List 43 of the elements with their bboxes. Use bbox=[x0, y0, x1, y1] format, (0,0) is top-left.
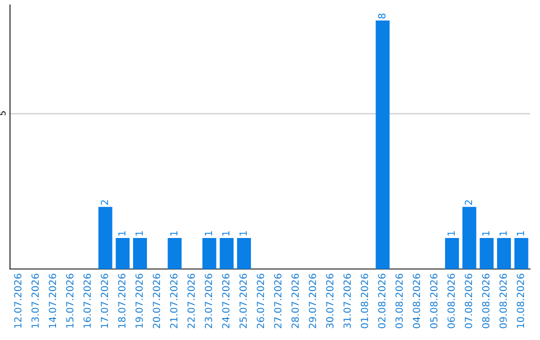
data-label: 8 bbox=[378, 14, 386, 18]
x-tick-label: 07.08.2026 bbox=[464, 274, 472, 328]
x-tick-label: 16.07.2026 bbox=[83, 274, 91, 328]
x-tick-label: 14.07.2026 bbox=[48, 274, 56, 328]
x-tick-label: 15.07.2026 bbox=[66, 274, 74, 328]
x-tick-label: 21.07.2026 bbox=[170, 274, 178, 328]
x-tick-label: 03.08.2026 bbox=[395, 274, 403, 328]
data-label: 1 bbox=[118, 231, 126, 236]
x-tick-label: 02.08.2026 bbox=[378, 274, 386, 328]
x-tick-label: 24.07.2026 bbox=[222, 274, 230, 328]
x-tick-label: 25.07.2026 bbox=[239, 274, 247, 328]
data-label: 2 bbox=[100, 200, 108, 205]
x-tick-label: 20.07.2026 bbox=[152, 274, 160, 328]
x-tick-label: 13.07.2026 bbox=[31, 274, 39, 328]
data-label: 1 bbox=[516, 231, 524, 236]
data-label: 2 bbox=[464, 200, 472, 205]
x-tick-label: 27.07.2026 bbox=[274, 274, 282, 328]
x-tick-label: 17.07.2026 bbox=[100, 274, 108, 328]
x-tick-label: 10.08.2026 bbox=[516, 274, 524, 328]
x-tick-label: 08.08.2026 bbox=[482, 274, 490, 328]
x-tick-label: 12.07.2026 bbox=[14, 274, 22, 328]
data-label: 1 bbox=[240, 231, 247, 236]
data-label: 1 bbox=[170, 231, 178, 236]
data-label: 1 bbox=[136, 231, 143, 236]
x-tick-label: 23.07.2026 bbox=[204, 274, 212, 328]
x-tick-label: 19.07.2026 bbox=[135, 274, 143, 328]
x-tick-label: 09.08.2026 bbox=[499, 274, 507, 328]
x-tick-label: 05.08.2026 bbox=[430, 274, 438, 328]
x-tick-label: 30.07.2026 bbox=[326, 274, 334, 328]
x-tick-label: 04.08.2026 bbox=[412, 274, 420, 328]
data-label: 1 bbox=[482, 231, 490, 236]
x-tick-label: 31.07.2026 bbox=[343, 274, 351, 328]
x-tick-label: 01.08.2026 bbox=[360, 274, 368, 328]
x-tick-label: 22.07.2026 bbox=[187, 274, 195, 328]
x-tick-label: 28.07.2026 bbox=[291, 274, 299, 328]
data-label: 1 bbox=[222, 231, 230, 236]
x-tick-label: 06.08.2026 bbox=[447, 274, 455, 328]
x-tick-label: 29.07.2026 bbox=[308, 274, 316, 328]
x-tick-label: 26.07.2026 bbox=[256, 274, 264, 328]
data-label: 1 bbox=[448, 231, 455, 236]
data-label: 1 bbox=[204, 231, 212, 236]
x-tick-label: 18.07.2026 bbox=[118, 274, 126, 328]
data-label: 1 bbox=[500, 231, 507, 236]
